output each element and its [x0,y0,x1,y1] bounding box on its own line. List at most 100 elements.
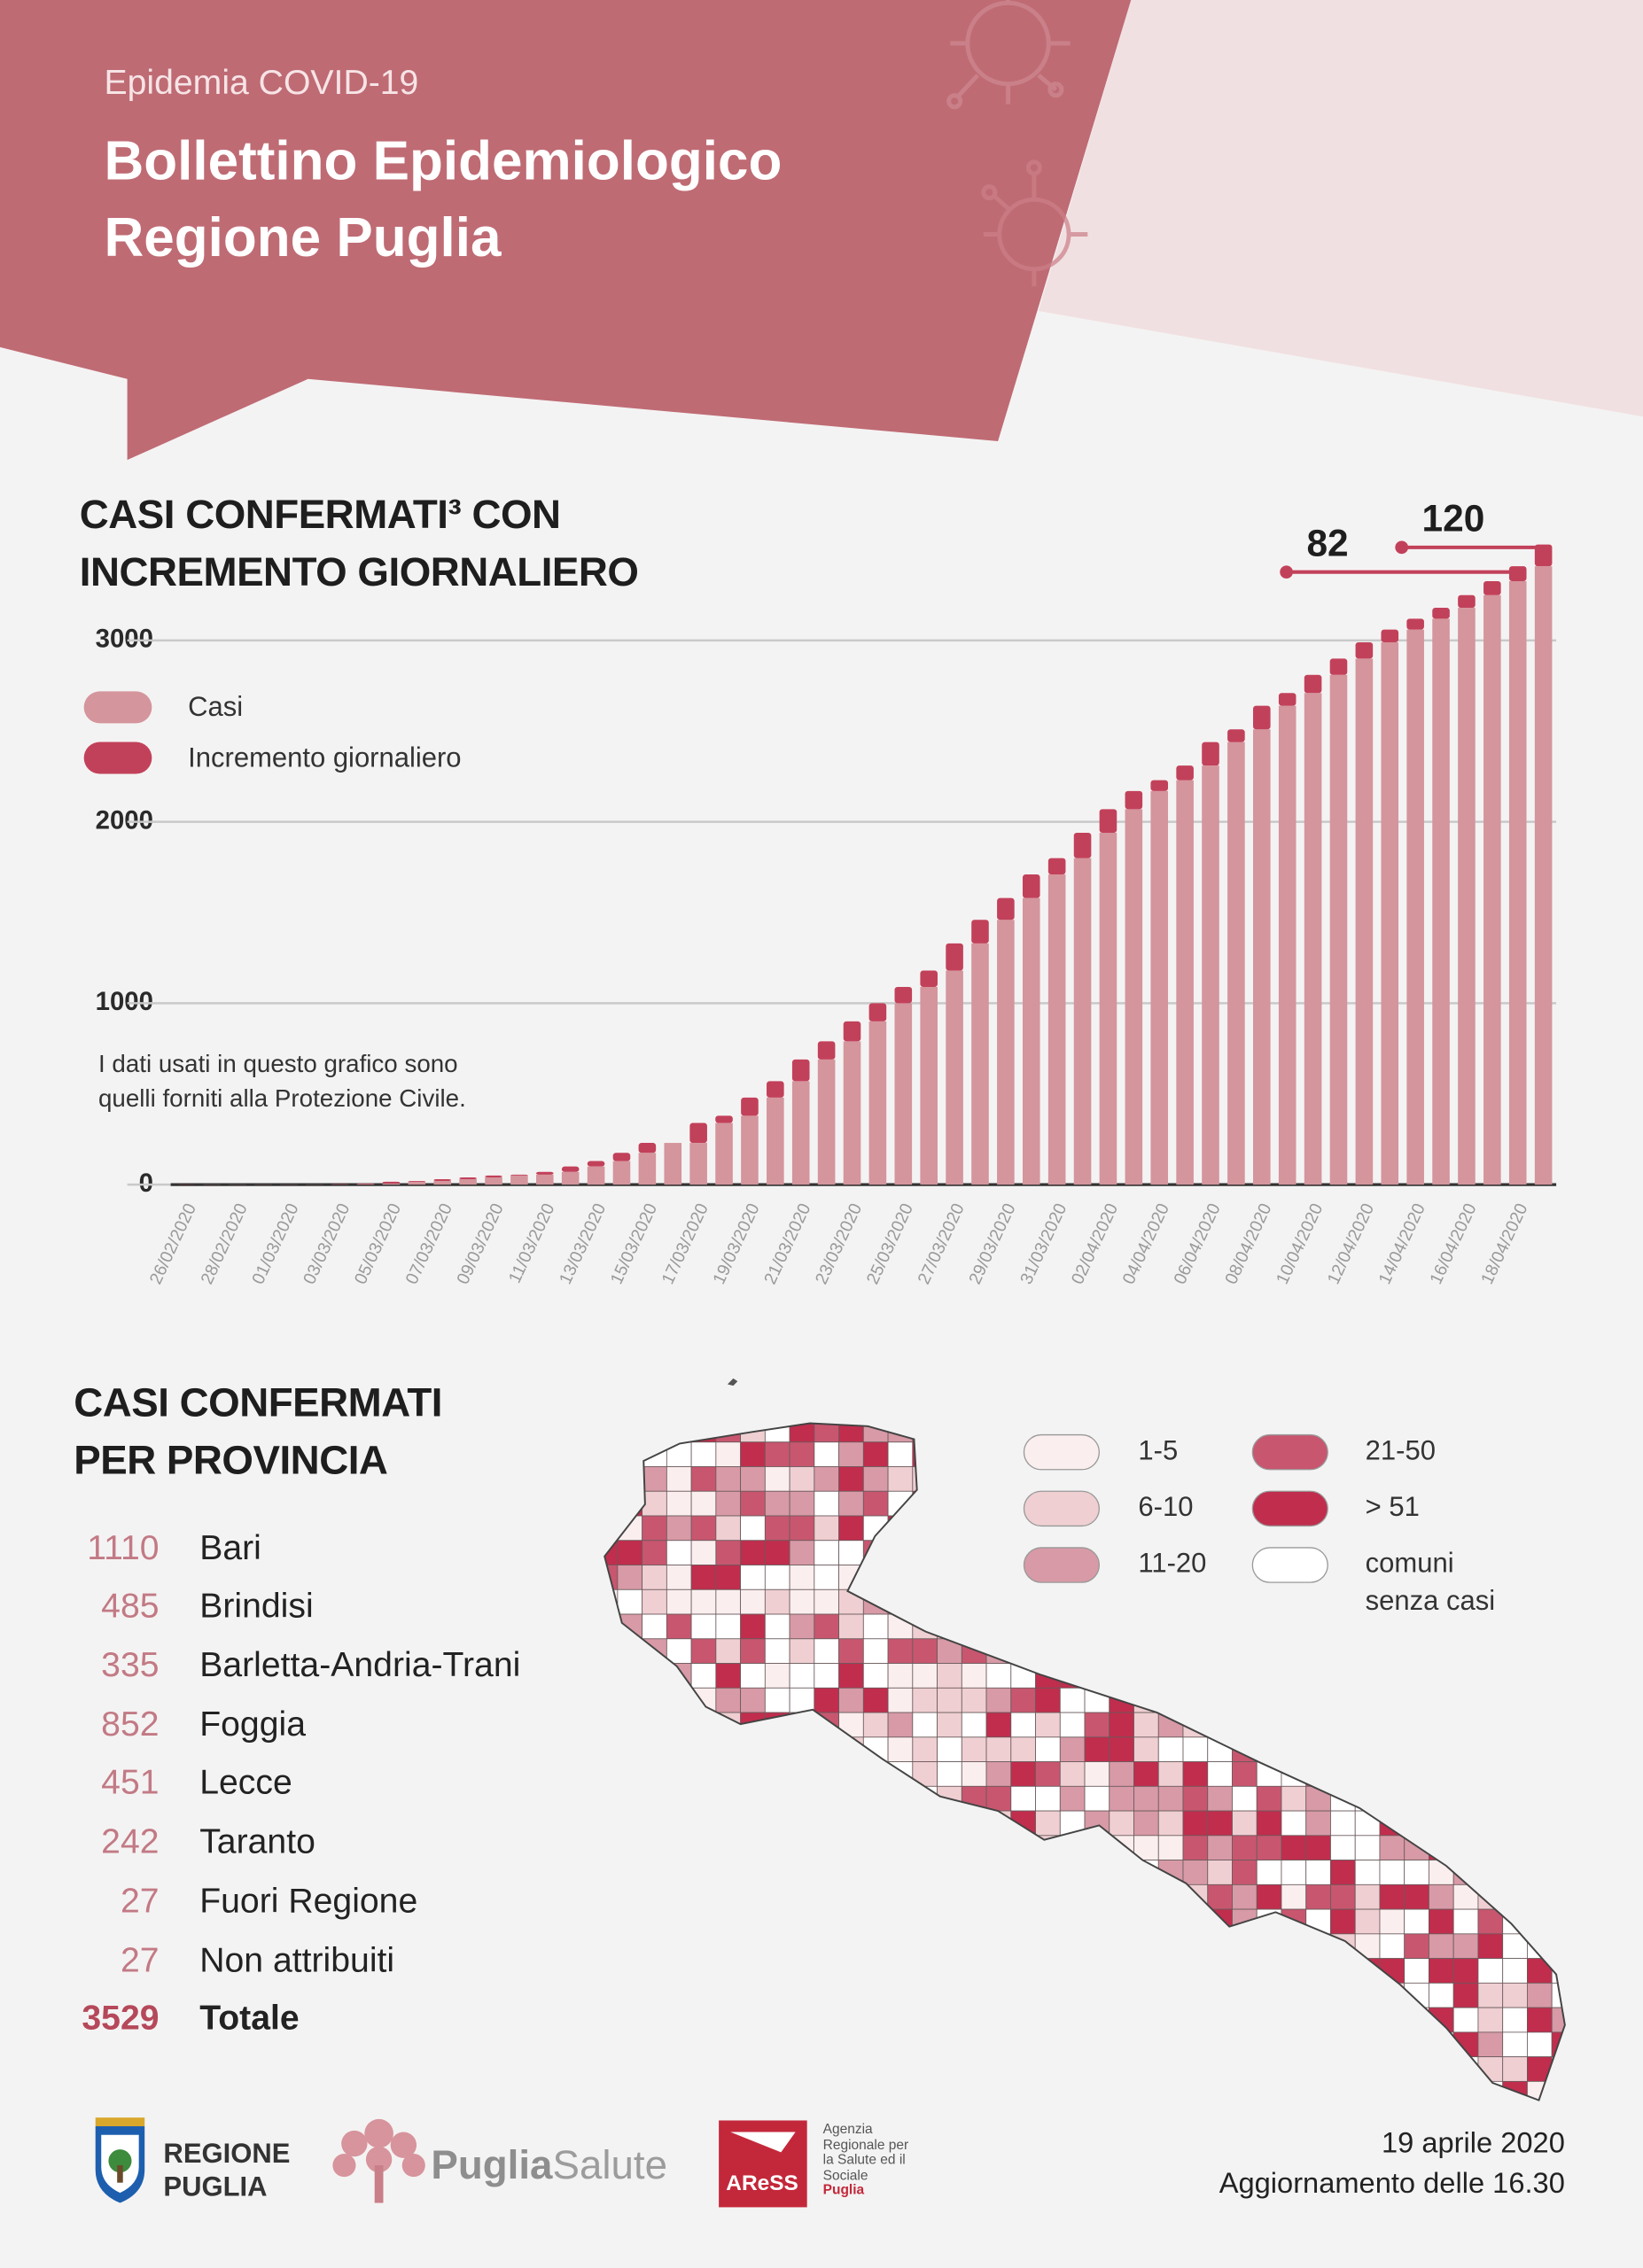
map-area [690,1785,717,1812]
map-area [1035,1588,1061,1615]
map-area [1133,2031,1159,2058]
map-area [1330,1466,1356,1492]
map-area [666,1565,692,1590]
map-area [1330,1785,1356,1812]
map-area [1379,1663,1406,1689]
bar-cases [1099,832,1117,1185]
map-area [1232,1638,1258,1664]
map-area [690,1588,717,1615]
map-area [764,1736,790,1762]
map-area [740,1860,766,1885]
map-area [715,1540,742,1565]
map-area [1232,1588,1258,1615]
map-area [1527,1810,1553,1837]
map-area [1059,1933,1086,1960]
brand-bold: Puglia [431,2141,553,2187]
map-area [1330,1515,1356,1542]
map-area [1551,1835,1565,1860]
map-area [1404,1712,1429,1738]
map-area [617,1466,643,1492]
province-name: Taranto [199,1822,315,1862]
bar-increment [1355,641,1374,659]
map-area [604,2080,619,2101]
map-area [985,1588,1012,1615]
map-area [1281,2080,1307,2101]
map-area [1281,1638,1307,1664]
map-area [642,1490,667,1517]
map-area [740,1565,766,1590]
map-area [1109,1810,1134,1837]
map-area [887,1810,914,1837]
map-area [985,1860,1012,1885]
map-area [1133,1588,1159,1615]
map-area [1232,1860,1258,1885]
header-light-band [1038,0,1643,417]
map-area [961,1441,987,1467]
map-area [1330,1638,1356,1664]
map-area [1429,2007,1454,2033]
map-area [1035,1982,1061,2008]
map-area [838,2080,864,2101]
map-area [642,1810,667,1837]
map-area [1256,2080,1282,2101]
map-area [1084,1736,1110,1762]
regione-logo [95,2117,145,2203]
map-area [887,1835,914,1860]
map-area [789,1540,815,1565]
map-area [740,1835,766,1860]
map-area [961,1663,987,1689]
map-area [1133,1810,1159,1837]
map-area [1452,2031,1479,2058]
x-tick-label: 01/03/2020 [248,1200,302,1287]
map-area [1084,2031,1110,2058]
map-area [1477,1982,1504,2008]
map-area [1330,1736,1356,1762]
map-area [1330,1835,1356,1860]
map-area [1527,1712,1553,1738]
map-legend-swatch [1023,1547,1101,1583]
map-area [1182,1761,1209,1787]
map-area [789,1588,815,1615]
map-area [666,1515,692,1542]
map-area [887,1884,914,1910]
map-area [740,1908,766,1935]
map-area [1477,1785,1504,1812]
map-area [1207,1638,1233,1664]
map-area [1281,1588,1307,1615]
map-area [1404,2031,1429,2058]
map-area [1281,1613,1307,1640]
province-name: Foggia [199,1705,306,1744]
bar-increment [1534,544,1553,567]
x-tick-label: 27/03/2020 [914,1200,968,1287]
map-area [1035,1785,1061,1812]
map-area [1256,1982,1282,2008]
map-area [1010,1687,1036,1713]
map-area [1330,1588,1356,1615]
map-area [1060,2106,1085,2131]
map-area [691,2106,716,2131]
bar-increment [612,1153,631,1161]
map-area [985,1884,1012,1910]
bar-cases [1432,618,1450,1185]
map-area [740,1712,766,1738]
province-row: 242 Taranto [58,1814,636,1871]
map-area [1404,1982,1429,2008]
map-area [1109,1466,1134,1492]
bar-cases [356,1184,375,1185]
map-area [961,1588,987,1615]
map-area [690,1540,717,1565]
map-area [937,1736,962,1762]
map-area [1551,1466,1565,1492]
map-area [838,1638,864,1664]
province-name: Fuori Regione [199,1882,418,1922]
map-area [1182,1613,1209,1640]
map-area [666,1687,692,1713]
bar-cases [408,1181,426,1185]
map-area [1010,1613,1036,1640]
map-area [642,1423,667,1443]
map-area [1452,1835,1479,1860]
map-area [1379,2031,1406,2058]
map-area [690,1466,717,1492]
province-cases: 1110 [87,1528,160,1568]
map-area [1305,1982,1331,2008]
